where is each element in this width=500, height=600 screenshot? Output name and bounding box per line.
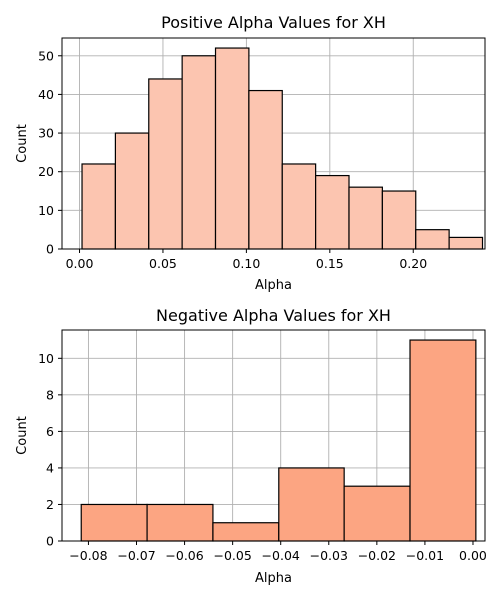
- y-tick-label: 40: [38, 87, 54, 102]
- y-tick-label: 30: [38, 126, 54, 141]
- histogram-bar: [409, 339, 477, 542]
- histogram-bar: [146, 503, 214, 542]
- y-tick-label: 4: [46, 460, 54, 475]
- histogram-bar: [80, 503, 148, 542]
- x-tick-label: 0.05: [149, 256, 177, 271]
- x-tick-label: 0.00: [66, 256, 94, 271]
- histogram-bar: [348, 186, 383, 250]
- histogram-bar: [248, 89, 283, 250]
- y-tick-label: 8: [46, 387, 54, 402]
- histogram-bar: [214, 47, 250, 250]
- chart-title: Positive Alpha Values for XH: [161, 13, 386, 32]
- x-tick-label: 0.00: [459, 548, 487, 563]
- y-tick-label: 0: [46, 242, 54, 257]
- histogram-bar: [181, 55, 217, 250]
- histogram-bar: [381, 190, 417, 250]
- y-axis-label: Count: [15, 416, 30, 455]
- x-tick-label: −0.06: [165, 548, 203, 563]
- x-axis-label: Alpha: [255, 278, 292, 293]
- plot-frame: [61, 37, 486, 250]
- chart-title: Negative Alpha Values for XH: [156, 306, 391, 325]
- histogram-bar: [315, 174, 350, 250]
- plot-frame: [61, 329, 486, 542]
- x-axis-label: Alpha: [255, 571, 292, 586]
- y-tick-label: 6: [46, 424, 54, 439]
- x-tick-label: 0.20: [399, 256, 427, 271]
- x-tick-label: −0.01: [406, 548, 444, 563]
- positive-alpha-histogram: 0.00 0.05 0.10 0.15 0.20 0 10 20 30 40 50 Positive …: [15, 13, 486, 293]
- x-tick-label: −0.03: [310, 548, 348, 563]
- x-tick-label: −0.08: [69, 548, 107, 563]
- histogram-bar: [81, 163, 116, 250]
- histogram-bar: [148, 78, 183, 250]
- y-tick-label: 10: [38, 203, 54, 218]
- y-tick-label: 20: [38, 164, 54, 179]
- histogram-bar: [415, 229, 450, 250]
- y-tick-label: 2: [46, 497, 54, 512]
- histogram-bar: [212, 522, 280, 542]
- y-tick-label: 0: [46, 534, 54, 549]
- y-tick-label: 50: [38, 48, 54, 63]
- x-tick-label: −0.05: [213, 548, 251, 563]
- histogram-bar: [343, 485, 411, 542]
- histogram-bar: [114, 132, 150, 250]
- x-tick-label: 0.15: [316, 256, 344, 271]
- histogram-bar: [281, 163, 317, 250]
- x-tick-label: −0.07: [117, 548, 155, 563]
- x-tick-label: −0.04: [262, 548, 300, 563]
- negative-alpha-histogram: −0.08 −0.07 −0.06 −0.05 −0.04 −0.03 −0.02 −0.01…: [15, 306, 487, 586]
- x-tick-label: 0.10: [232, 256, 260, 271]
- histogram-bar: [448, 236, 484, 250]
- y-tick-label: 10: [38, 351, 54, 366]
- x-tick-label: −0.02: [358, 548, 396, 563]
- histogram-bar: [278, 467, 345, 542]
- y-axis-label: Count: [15, 124, 30, 163]
